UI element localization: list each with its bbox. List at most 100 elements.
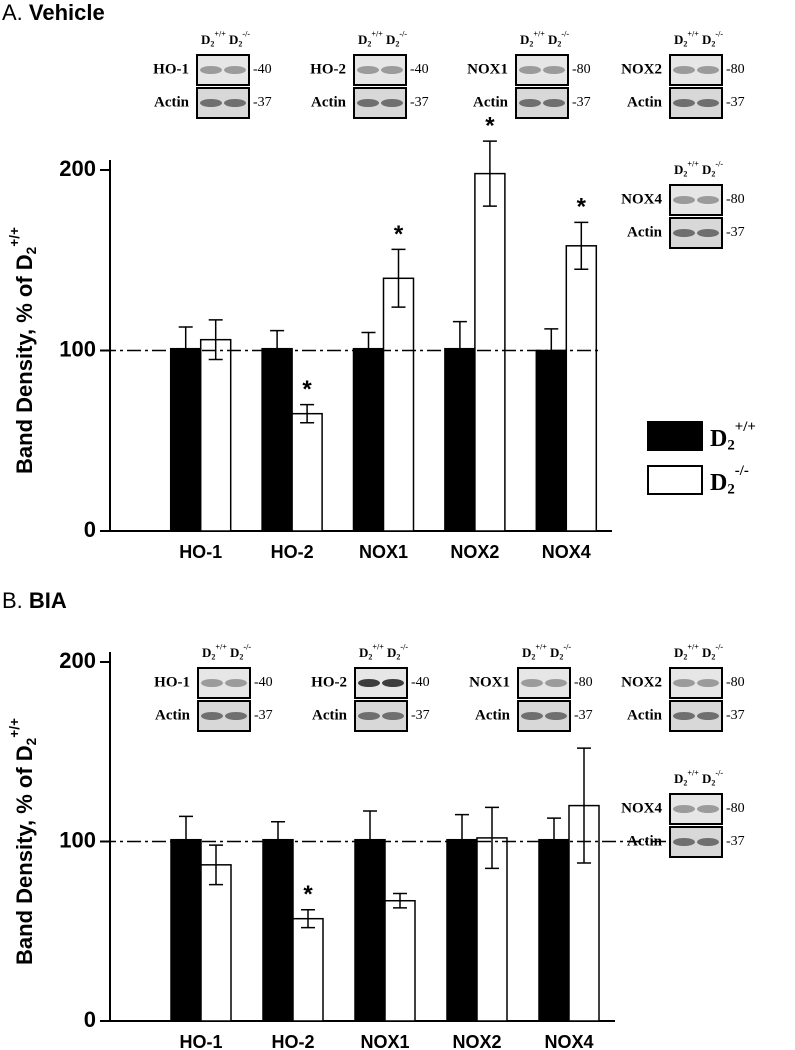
lane-label: D2+/+ — [358, 29, 383, 48]
blot-label: NOX2 — [621, 674, 662, 690]
blot-band — [673, 66, 695, 74]
lane-label: D2+/+ — [359, 642, 384, 661]
blot-band — [357, 99, 379, 107]
blot-mw: -40 — [253, 62, 272, 77]
legend-swatch — [647, 421, 703, 451]
blot-band — [697, 196, 719, 204]
blot-band — [519, 99, 541, 107]
blot-band — [697, 838, 719, 846]
blot-panel — [353, 87, 407, 119]
error-bar — [300, 403, 315, 424]
significance-marker: * — [577, 194, 587, 221]
legend-swatch — [647, 465, 703, 495]
blot-mw: -80 — [574, 675, 593, 690]
blot-band — [358, 712, 380, 720]
blot-mw: -37 — [254, 708, 273, 723]
blot-label: Actin — [154, 94, 190, 110]
bar — [474, 172, 506, 532]
error-bar — [270, 329, 285, 368]
y-tick-label: 100 — [59, 336, 96, 361]
y-axis-label: Band Density, % of D2+/+ — [7, 227, 39, 474]
error-bar — [577, 747, 591, 864]
blot-band — [673, 99, 695, 107]
y-tick-label: 0 — [84, 517, 96, 542]
blot-label: HO-1 — [153, 61, 189, 77]
x-tick-label: NOX4 — [544, 1032, 593, 1050]
blot-mw: -80 — [726, 801, 745, 816]
lane-label: D2+/+ — [674, 642, 699, 661]
lane-label: D2-/- — [702, 768, 723, 787]
blot-band — [201, 712, 223, 720]
blot-band — [200, 66, 222, 74]
lane-label: D2-/- — [702, 29, 723, 48]
bar — [535, 349, 568, 532]
blot-mw: -37 — [726, 708, 745, 723]
error-bar — [179, 815, 193, 864]
x-tick-label: HO-2 — [271, 542, 314, 562]
error-bar — [482, 140, 497, 207]
blot-label: NOX1 — [469, 674, 510, 690]
blot-band — [673, 196, 695, 204]
blot-band — [697, 66, 719, 74]
bar — [352, 347, 385, 532]
lane-label: D2+/+ — [202, 642, 227, 661]
blot-band — [201, 679, 223, 687]
blot-label: Actin — [627, 224, 663, 240]
blot-band — [543, 99, 565, 107]
blot-mw: -40 — [410, 62, 429, 77]
blot-band — [673, 838, 695, 846]
bar — [384, 899, 416, 1022]
blot-label: Actin — [473, 94, 509, 110]
blot-band — [521, 712, 543, 720]
error-bar — [391, 248, 406, 308]
blot-label: HO-1 — [154, 674, 190, 690]
blot-label: Actin — [627, 833, 663, 849]
x-tick-label: HO-2 — [271, 1032, 314, 1050]
bar — [199, 338, 232, 532]
blot-label: Actin — [627, 94, 663, 110]
blot-band — [673, 229, 695, 237]
blot-band — [697, 712, 719, 720]
lane-label: D2-/- — [550, 642, 571, 661]
blot-band — [519, 66, 541, 74]
significance-marker: * — [485, 112, 495, 139]
error-bar — [209, 844, 223, 886]
lane-label: D2-/- — [702, 642, 723, 661]
blot-mw: -80 — [572, 62, 591, 77]
error-bar — [363, 810, 377, 870]
bar — [354, 838, 386, 1022]
x-tick-label: NOX2 — [452, 1032, 501, 1050]
lane-label: D2-/- — [229, 29, 250, 48]
error-bar — [361, 331, 376, 366]
blot-band — [382, 679, 404, 687]
blot-band — [225, 679, 247, 687]
y-tick-label: 100 — [59, 827, 96, 852]
chart-title: A. Vehicle — [2, 0, 105, 25]
blot-mw: -40 — [411, 675, 430, 690]
lane-label: D2+/+ — [522, 642, 547, 661]
bar — [170, 838, 202, 1022]
blot-mw: -37 — [572, 95, 591, 110]
y-tick-label: 200 — [59, 648, 96, 673]
error-bar — [544, 328, 559, 373]
lane-label: D2+/+ — [674, 768, 699, 787]
bar — [261, 347, 293, 532]
y-tick-label: 0 — [84, 1007, 96, 1032]
blot-mw: -37 — [411, 708, 430, 723]
significance-marker: * — [303, 881, 313, 908]
chart-title: B. BIA — [2, 588, 67, 613]
bar — [262, 838, 294, 1022]
error-bar — [452, 320, 467, 377]
blot-mw: -37 — [726, 225, 745, 240]
blot-mw: -40 — [254, 675, 273, 690]
blot-label: Actin — [475, 707, 511, 723]
error-bar — [485, 806, 499, 870]
blot-band — [673, 679, 695, 687]
lane-label: D2-/- — [386, 29, 407, 48]
x-tick-label: NOX1 — [359, 542, 408, 562]
blot-band — [357, 66, 379, 74]
bar — [169, 347, 202, 532]
significance-marker: * — [302, 376, 312, 403]
